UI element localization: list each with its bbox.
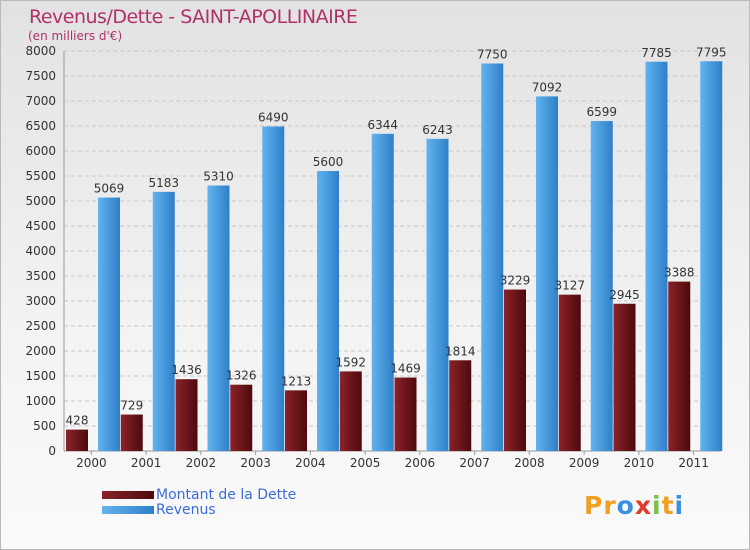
bar-revenue <box>700 61 723 451</box>
data-label-debt: 2945 <box>609 288 640 302</box>
bars <box>66 61 723 452</box>
bar-debt <box>120 414 143 451</box>
data-label-debt: 3388 <box>664 266 695 280</box>
y-tick-label: 3000 <box>25 294 56 308</box>
y-tick-label: 7500 <box>25 69 56 83</box>
y-tick-label: 4000 <box>25 244 56 258</box>
legend-item-debt: Montant de la Dette <box>102 486 297 503</box>
data-label-debt: 1814 <box>445 344 476 358</box>
logo-letter: i <box>674 491 685 520</box>
data-label-revenue: 7092 <box>532 80 563 94</box>
bar-debt <box>230 384 253 451</box>
x-tick-label: 2002 <box>186 456 217 470</box>
bar-debt <box>449 360 472 451</box>
legend-item-revenue: Revenus <box>102 501 296 518</box>
y-tick-label: 2000 <box>25 344 56 358</box>
x-tick-label: 2001 <box>131 456 162 470</box>
y-tick-label: 8000 <box>25 44 56 58</box>
x-tick-label: 2011 <box>678 456 709 470</box>
bar-revenue <box>371 133 394 452</box>
bar-revenue <box>645 61 668 451</box>
bar-revenue <box>590 121 613 452</box>
logo-letter: P <box>584 491 604 520</box>
bar-revenue <box>207 185 230 451</box>
y-tick-label: 1000 <box>25 394 56 408</box>
chart-subtitle: (en milliers d'€) <box>28 29 123 43</box>
proxiti-logo: Proxiti <box>584 491 684 520</box>
y-tick-label: 6500 <box>25 119 56 133</box>
data-label-debt: 1592 <box>335 355 366 369</box>
bar-revenue <box>152 191 175 451</box>
bar-debt <box>613 303 636 451</box>
y-tick-label: 0 <box>48 444 56 458</box>
data-label-debt: 3127 <box>554 279 585 293</box>
data-labels: 428 5069 729 5183 1436 5310 1326 6490 1213 5600 15… <box>66 45 727 427</box>
logo-letter: t <box>661 491 675 520</box>
x-tick-label: 2006 <box>405 456 436 470</box>
bar-debt <box>504 289 526 451</box>
data-label-revenue: 6599 <box>586 105 617 119</box>
bar-revenue <box>536 96 558 452</box>
bar-debt <box>175 379 198 451</box>
x-tick-label: 2000 <box>76 456 107 470</box>
logo-letter: x <box>634 491 652 520</box>
bar-debt <box>394 377 417 451</box>
y-tick-label: 4500 <box>25 219 56 233</box>
bar-revenue <box>481 63 504 451</box>
y-tick-label: 5500 <box>25 169 56 183</box>
data-label-revenue: 6490 <box>258 111 289 125</box>
bar-revenue <box>426 138 449 451</box>
chart-title: Revenus/Dette - SAINT-APOLLINAIRE <box>29 6 358 28</box>
y-tick-label: 1500 <box>25 369 56 383</box>
y-tick-label: 5000 <box>25 194 56 208</box>
x-tick-label: 2003 <box>240 456 271 470</box>
y-tick-label: 7000 <box>25 94 56 108</box>
x-tick-label: 2005 <box>350 456 381 470</box>
logo-letter: i <box>652 491 662 520</box>
x-tick-label: 2009 <box>569 456 600 470</box>
data-label-revenue: 5183 <box>148 176 179 190</box>
legend-label-revenue: Revenus <box>156 501 216 518</box>
legend-swatch-debt <box>102 490 154 499</box>
logo-letter: r <box>603 491 617 520</box>
bar-chart: 0 500 1000 1500 2000 2500 3000 3500 4000 4500 5000… <box>25 44 727 470</box>
bar-debt <box>285 390 307 451</box>
data-label-revenue: 5069 <box>94 182 125 196</box>
data-label-debt: 1213 <box>281 374 312 388</box>
bar-debt <box>339 371 362 451</box>
data-label-debt: 729 <box>120 399 143 413</box>
data-label-revenue: 7795 <box>696 45 727 59</box>
x-tick-label: 2010 <box>624 456 655 470</box>
data-label-debt: 3229 <box>500 274 531 288</box>
data-label-revenue: 5600 <box>313 155 344 169</box>
x-tick-label: 2008 <box>514 456 545 470</box>
x-tick-label: 2007 <box>459 456 490 470</box>
bar-revenue <box>262 126 285 451</box>
data-label-debt: 1469 <box>390 362 421 376</box>
y-tick-label: 6000 <box>25 144 56 158</box>
data-label-revenue: 7785 <box>641 46 672 60</box>
data-label-debt: 428 <box>66 414 89 428</box>
logo-letter: o <box>616 491 635 520</box>
x-tick-label: 2004 <box>295 456 326 470</box>
data-label-debt: 1436 <box>171 363 202 377</box>
bar-debt <box>66 429 88 451</box>
data-label-revenue: 5310 <box>203 170 234 184</box>
data-label-debt: 1326 <box>226 369 257 383</box>
legend-swatch-revenue <box>102 505 154 514</box>
data-label-revenue: 6344 <box>367 118 398 132</box>
legend-label-debt: Montant de la Dette <box>156 486 297 503</box>
y-tick-label: 2500 <box>25 319 56 333</box>
bar-revenue <box>317 171 339 451</box>
y-tick-label: 500 <box>33 419 56 433</box>
y-tick-label: 3500 <box>25 269 56 283</box>
bar-revenue <box>98 197 120 451</box>
legend: Montant de la Dette Revenus <box>102 486 297 518</box>
data-label-revenue: 6243 <box>422 123 453 137</box>
bar-debt <box>668 281 691 451</box>
bar-debt <box>558 294 581 451</box>
data-label-revenue: 7750 <box>477 48 508 62</box>
